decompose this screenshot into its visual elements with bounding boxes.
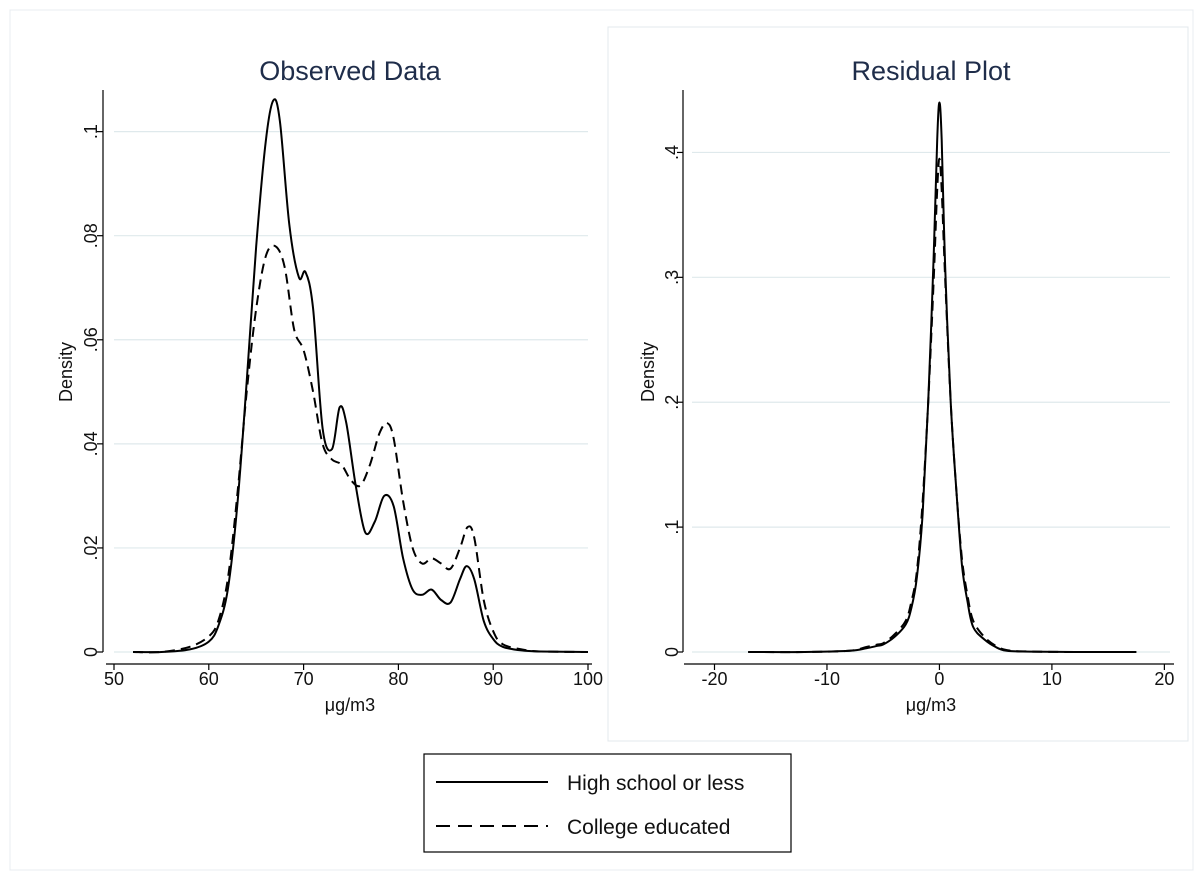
observed-data-title: Observed Data <box>259 56 442 86</box>
observed-data-x-tick-label-80: 80 <box>388 669 408 689</box>
residual-plot-x-tick-label-0: 0 <box>934 669 944 689</box>
observed-data-y-tick-label-0: 0 <box>81 647 101 657</box>
residual-plot-series-high-school-or-less <box>748 101 1137 654</box>
observed-data-y-axis-label: Density <box>56 342 76 402</box>
observed-data-x-tick-label-60: 60 <box>199 669 219 689</box>
residual-plot-panel: Residual Plot 0 .1 .2 .3 .4 -20 -10 0 10 20 μg/m3… <box>638 56 1174 715</box>
observed-data-x-tick-label-70: 70 <box>294 669 314 689</box>
residual-plot-x-tick-label-20: -20 <box>701 669 727 689</box>
residual-panel-frame <box>607 26 1189 742</box>
observed-data-series-college-educated <box>132 244 589 654</box>
legend-label-college: College educated <box>567 816 730 839</box>
observed-data-x-tick-label-100: 100 <box>573 669 603 689</box>
residual-plot-y-tick-label-2: .2 <box>662 395 682 410</box>
residual-plot-y-tick-label-4: .4 <box>662 145 682 160</box>
residual-plot-x-tick-label-10: 10 <box>1042 669 1062 689</box>
residual-plot-y-tick-label-0: 0 <box>662 647 682 657</box>
observed-data-x-axis-label: μg/m3 <box>325 695 375 715</box>
residual-plot-series-college-educated <box>748 157 1137 654</box>
residual-plot-plot-area <box>748 101 1137 654</box>
residual-plot-title: Residual Plot <box>851 56 1011 86</box>
legend-box <box>423 753 792 853</box>
observed-data-y-tick-label-04: .04 <box>81 431 101 456</box>
observed-data-plot-area <box>132 98 589 654</box>
legend: High school or less College educated <box>423 753 792 853</box>
observed-data-axes: 0 .02 .04 .06 .08 .1 50 60 70 80 90 100 <box>81 90 603 689</box>
observed-data-x-tick-label-90: 90 <box>483 669 503 689</box>
residual-plot-y-axis-label: Density <box>638 342 658 402</box>
observed-data-gridlines <box>114 131 588 653</box>
observed-data-x-tick-label-50: 50 <box>104 669 124 689</box>
residual-plot-x-tick-label-20: 20 <box>1154 669 1174 689</box>
residual-plot-y-tick-label-3: .3 <box>662 270 682 285</box>
residual-plot-y-tick-label-1: .1 <box>662 520 682 535</box>
observed-data-y-tick-label-06: .06 <box>81 327 101 352</box>
observed-data-y-tick-label-02: .02 <box>81 535 101 560</box>
residual-plot-axes: 0 .1 .2 .3 .4 -20 -10 0 10 20 <box>662 90 1174 689</box>
observed-data-panel: Observed Data 0 .02 .04 .06 .08 .1 50 60 70 80 90 1… <box>56 56 603 715</box>
residual-plot-x-tick-label-10: -10 <box>814 669 840 689</box>
observed-data-y-tick-label-1: .1 <box>81 124 101 139</box>
observed-data-y-tick-label-08: .08 <box>81 223 101 248</box>
legend-label-high-school: High school or less <box>567 772 744 795</box>
residual-plot-x-axis-label: μg/m3 <box>906 695 956 715</box>
